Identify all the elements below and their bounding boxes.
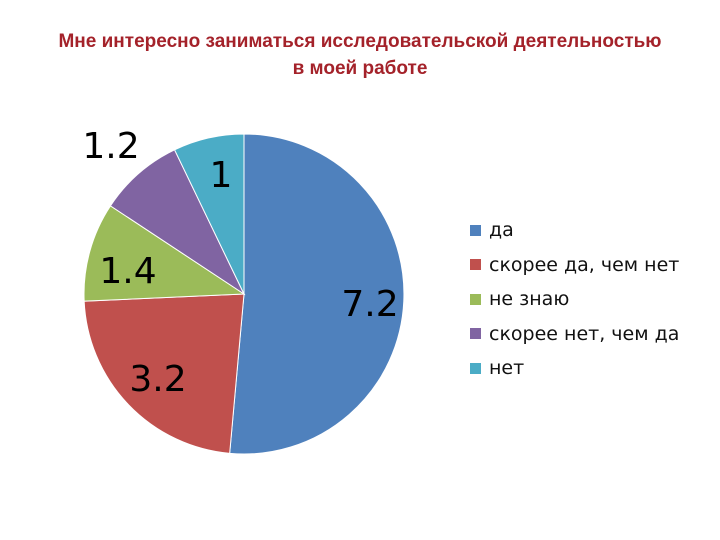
legend-label: да <box>489 219 514 242</box>
pie-slice-5 <box>173 133 245 295</box>
chart-title-line-1: Мне интересно заниматься исследовательск… <box>58 31 662 52</box>
legend-swatch <box>470 293 481 305</box>
legend-label: скорее нет, чем да <box>489 322 680 345</box>
legend: да скорее да, чем нет не знаю скорее нет, ч… <box>470 213 679 386</box>
legend-item-5: нет <box>470 351 679 386</box>
legend-swatch <box>470 362 481 374</box>
pie-slice-4 <box>109 149 246 296</box>
data-label-3: 1.4 <box>99 251 156 292</box>
legend-swatch <box>470 328 481 340</box>
pie-slice-1 <box>229 133 405 455</box>
data-label-4: 1.2 <box>82 126 139 167</box>
pie-slice-3 <box>83 205 246 302</box>
legend-item-2: скорее да, чем нет <box>470 248 679 283</box>
legend-item-4: скорее нет, чем да <box>470 317 679 352</box>
chart-title-line-2: в моей работе <box>292 58 428 79</box>
data-label-2: 3.2 <box>129 359 186 400</box>
legend-label: скорее да, чем нет <box>489 253 680 276</box>
legend-label: нет <box>489 357 525 380</box>
legend-swatch <box>470 259 481 271</box>
data-label-5: 1 <box>210 155 233 196</box>
legend-swatch <box>470 224 481 236</box>
legend-label: не знаю <box>489 288 570 311</box>
data-label-1: 7.2 <box>341 284 398 325</box>
pie-slice-2 <box>83 293 245 454</box>
legend-item-3: не знаю <box>470 282 679 317</box>
chart-title: Мне интересно заниматься исследовательск… <box>0 28 720 82</box>
legend-item-1: да <box>470 213 679 248</box>
